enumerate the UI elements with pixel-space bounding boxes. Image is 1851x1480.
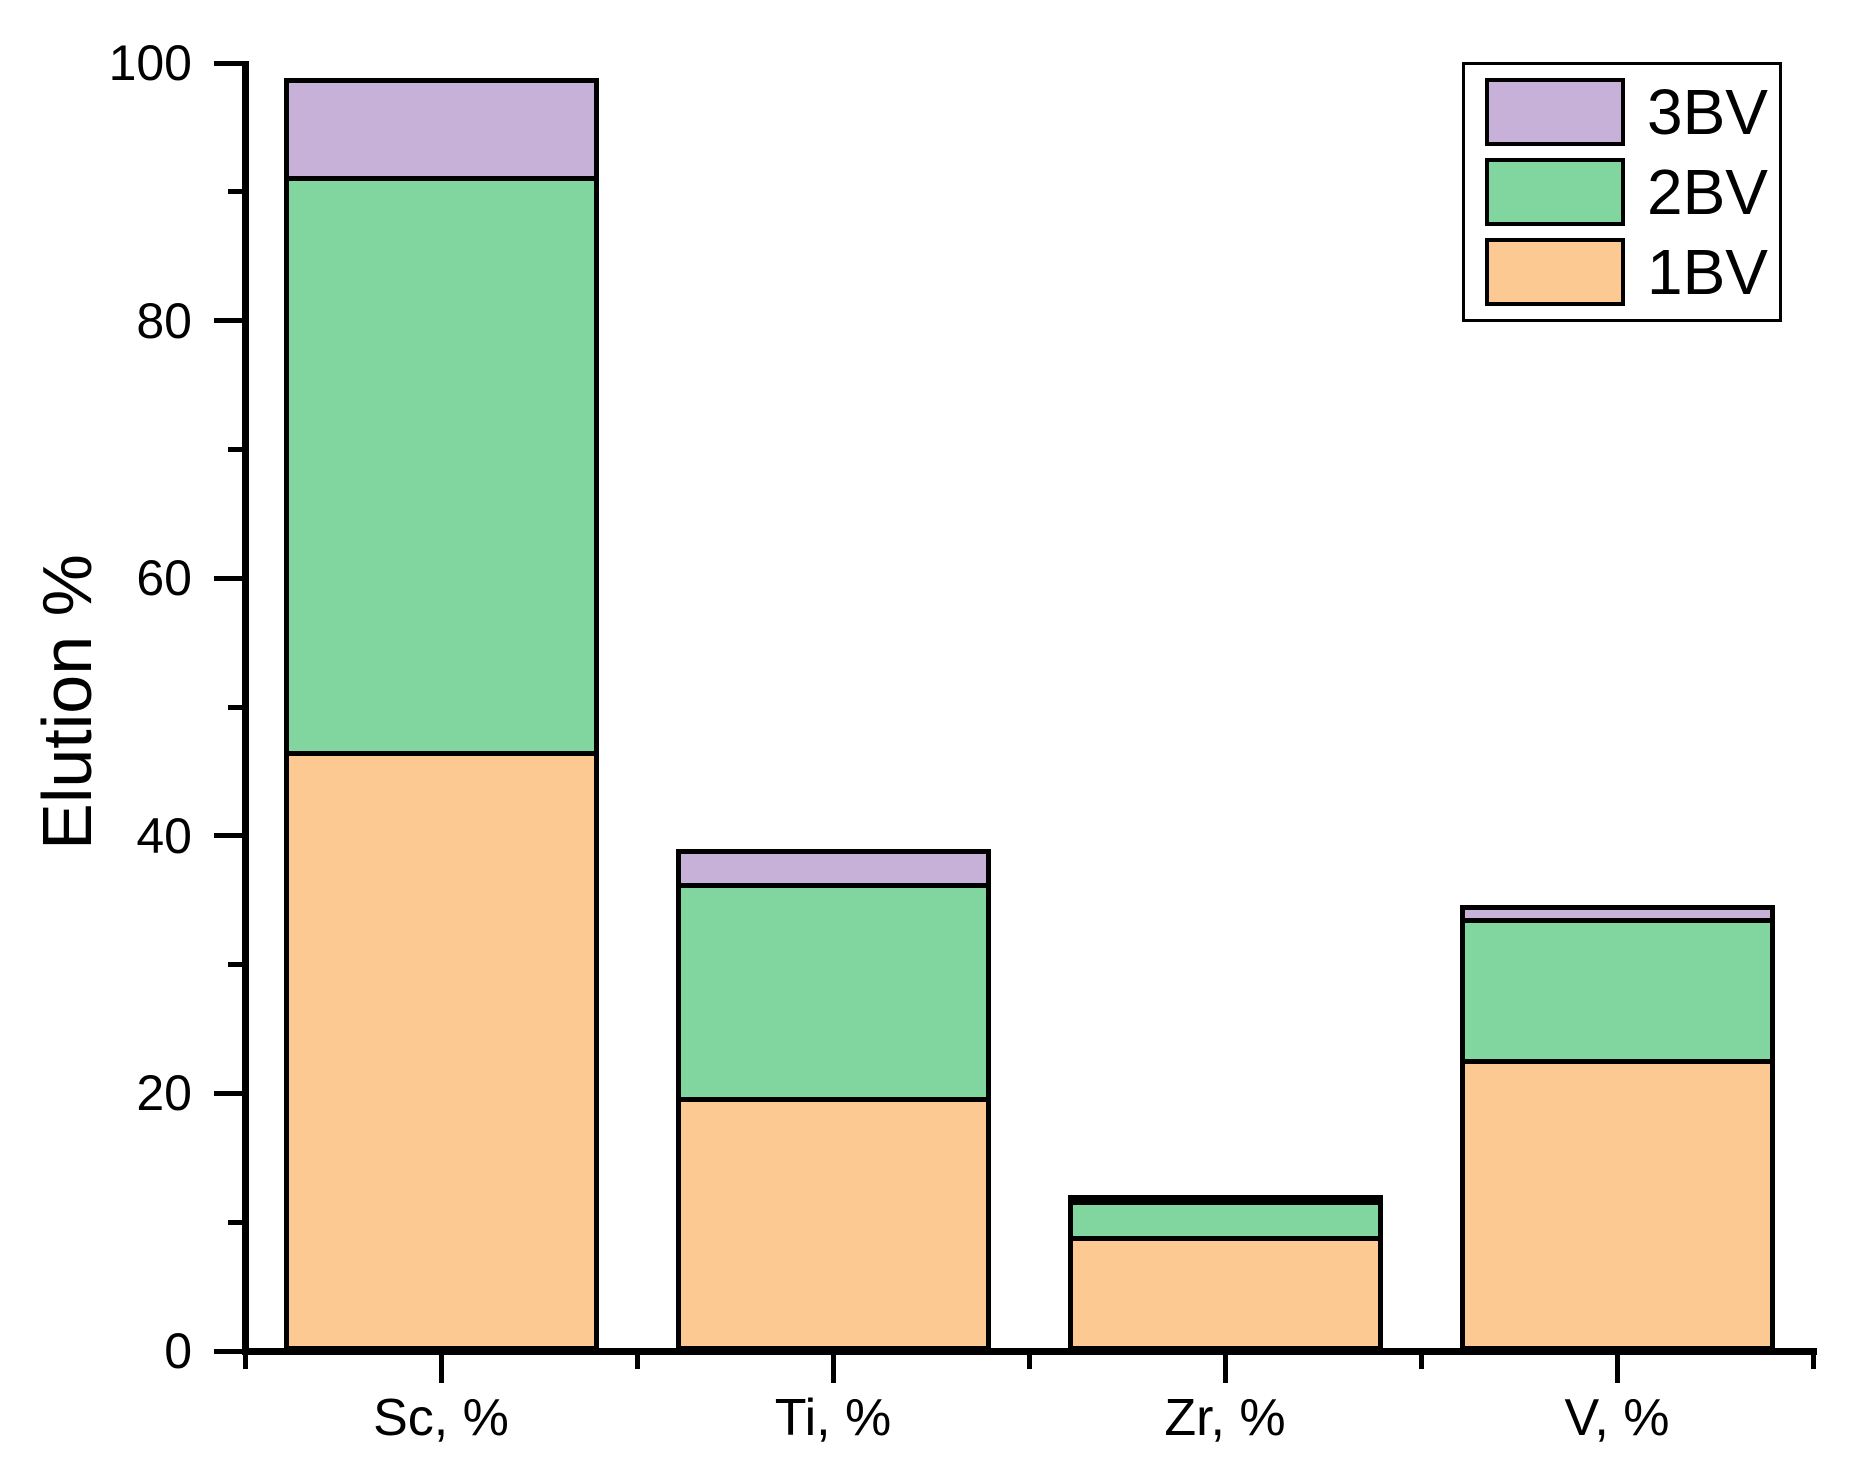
legend-item-1bv: 1BV (1485, 233, 1779, 311)
legend-swatch-3bv (1485, 78, 1625, 146)
x-category-label: Ti, % (774, 1389, 892, 1447)
legend-label-1bv: 1BV (1647, 236, 1768, 308)
x-minor-tick (242, 1354, 248, 1369)
legend-swatch-1bv (1485, 238, 1625, 306)
y-axis-title: Elution % (28, 554, 106, 850)
y-major-tick (213, 1090, 242, 1096)
x-minor-tick (1810, 1354, 1816, 1369)
x-category-label: Sc, % (373, 1389, 509, 1447)
bar-v-1bv (1459, 1058, 1775, 1351)
bar-sc-1bv (283, 750, 599, 1351)
y-minor-tick (227, 704, 242, 710)
bar-ti-1bv (675, 1097, 991, 1351)
y-major-tick (213, 575, 242, 581)
legend-label-2bv: 2BV (1647, 156, 1768, 228)
legend-box: 3BV 2BV 1BV (1462, 62, 1782, 322)
y-tick-label: 0 (164, 1323, 192, 1379)
x-minor-tick (1026, 1354, 1032, 1369)
x-axis-line (241, 1347, 1817, 1355)
y-minor-tick (227, 189, 242, 195)
y-minor-tick (227, 962, 242, 968)
y-major-tick (213, 1348, 242, 1354)
bar-sc-2bv (283, 176, 599, 756)
legend-label-3bv: 3BV (1647, 76, 1768, 148)
bar-v-2bv (1459, 918, 1775, 1064)
y-tick-label: 100 (108, 35, 192, 91)
legend-item-2bv: 2BV (1485, 153, 1779, 231)
x-major-tick (1222, 1354, 1228, 1383)
y-tick-label: 60 (136, 550, 192, 607)
y-minor-tick (227, 446, 242, 452)
bar-zr-1bv (1067, 1236, 1383, 1351)
bar-zr-3bv (1067, 1195, 1383, 1206)
legend-swatch-2bv (1485, 158, 1625, 226)
y-tick-label: 80 (136, 292, 192, 349)
legend-item-3bv: 3BV (1485, 73, 1779, 151)
y-major-tick (213, 60, 242, 66)
x-minor-tick (1418, 1354, 1424, 1369)
x-category-label: Zr, % (1164, 1389, 1286, 1447)
x-major-tick (830, 1354, 836, 1383)
x-major-tick (1614, 1354, 1620, 1383)
x-category-label: V, % (1564, 1389, 1670, 1447)
y-axis-line (241, 61, 249, 1355)
y-minor-tick (227, 1219, 242, 1225)
bar-v-3bv (1459, 905, 1775, 924)
bar-ti-3bv (675, 848, 991, 889)
x-major-tick (438, 1354, 444, 1383)
y-tick-label: 40 (136, 807, 192, 864)
y-major-tick (213, 833, 242, 839)
bar-sc-3bv (283, 78, 599, 182)
x-minor-tick (634, 1354, 640, 1369)
bar-ti-2bv (675, 883, 991, 1103)
y-major-tick (213, 318, 242, 324)
y-tick-label: 20 (136, 1065, 192, 1122)
bar-zr-2bv (1067, 1199, 1383, 1242)
